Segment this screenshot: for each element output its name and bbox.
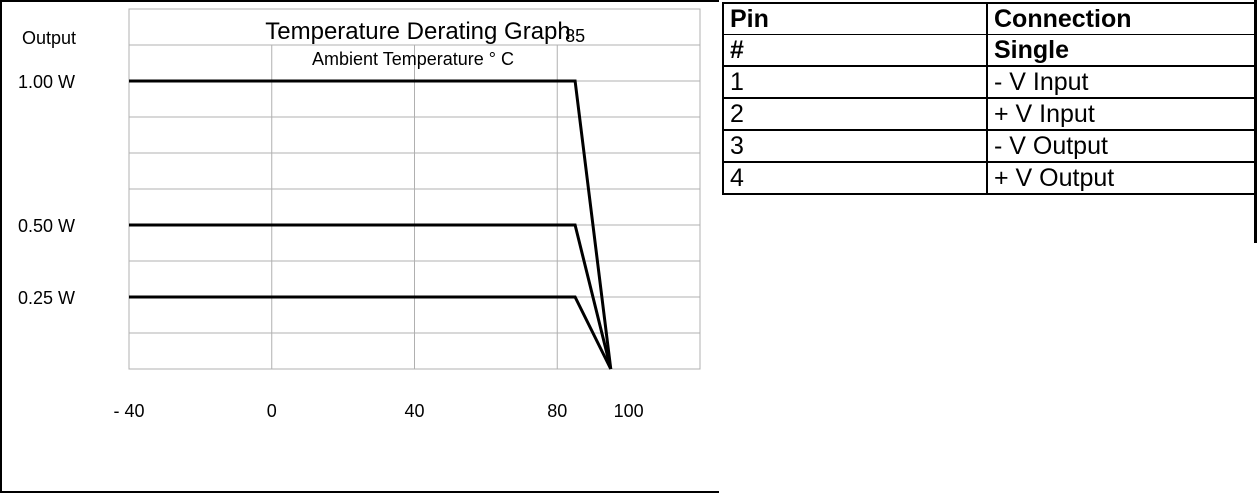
pin-cell: 2: [722, 97, 988, 131]
x-tick-label: 100: [614, 401, 644, 421]
derating-curve-2: [129, 223, 613, 370]
connection-cell: + V Output: [986, 161, 1256, 195]
table-row: 2 + V Input: [722, 97, 1256, 131]
y-tick-label: 0.50 W: [18, 216, 75, 236]
x-tick-label: 0: [267, 401, 277, 421]
x-tick-label: 80: [547, 401, 567, 421]
chart-title: Temperature Derating Graph: [265, 18, 570, 45]
x-tick-label: - 40: [113, 401, 144, 421]
chart-subtitle: Ambient Temperature ° C: [312, 49, 514, 69]
derating-curve-3: [129, 295, 613, 370]
derating-chart: Temperature Derating Graph Ambient Tempe…: [18, 8, 701, 421]
chart-series: [129, 79, 613, 370]
connection-cell: - V Output: [986, 129, 1256, 163]
pin-connection-table: Pin Connection # Single 1- V Input 2 + V Input…: [722, 2, 1256, 195]
pin-cell: 4: [722, 161, 988, 195]
table-header-row: Pin Connection: [722, 2, 1256, 35]
chart-tick-labels: 1.00 W 0.50 W 0.25 W - 40 0 40 80 100: [18, 72, 644, 421]
connection-cell: + V Input: [986, 97, 1256, 131]
y-axis-label: Output: [22, 28, 76, 48]
pin-cell: #: [722, 34, 988, 67]
pin-cell: Pin: [722, 2, 988, 35]
connection-cell: Single: [986, 34, 1256, 67]
x-tick-label: 40: [404, 401, 424, 421]
connection-cell: Connection: [986, 2, 1256, 35]
y-tick-label: 1.00 W: [18, 72, 75, 92]
table-row: 4 + V Output: [722, 161, 1256, 195]
y-tick-label: 0.25 W: [18, 288, 75, 308]
table-row: 3- V Output: [722, 129, 1256, 163]
pin-cell: 1: [722, 65, 988, 99]
pin-cell: 3: [722, 129, 988, 163]
connection-cell: - V Input: [986, 65, 1256, 99]
table-row: 1- V Input: [722, 65, 1256, 99]
chart-panel: [0, 0, 719, 493]
table-header-row: # Single: [722, 34, 1256, 67]
table-right-border: [1254, 0, 1257, 243]
derating-curve-1: [129, 79, 613, 370]
chart-annotation-85: 85: [565, 26, 585, 46]
